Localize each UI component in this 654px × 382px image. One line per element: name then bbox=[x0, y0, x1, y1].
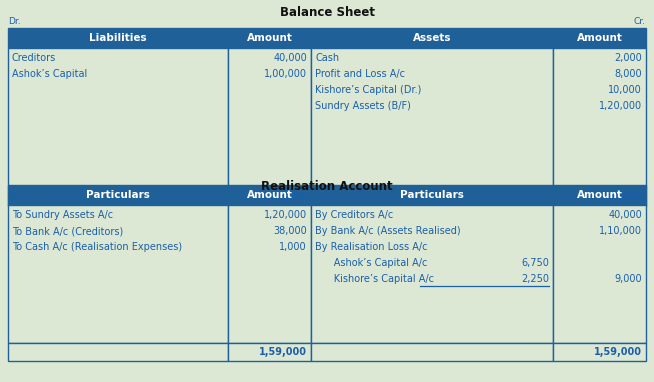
Text: Amount: Amount bbox=[577, 33, 623, 43]
Bar bbox=[8, 205, 228, 343]
Text: Kishore’s Capital A/c: Kishore’s Capital A/c bbox=[315, 274, 434, 284]
Text: Amount: Amount bbox=[577, 190, 623, 200]
Bar bbox=[8, 28, 228, 48]
Text: Liabilities: Liabilities bbox=[89, 33, 147, 43]
Text: Particulars: Particulars bbox=[86, 190, 150, 200]
Bar bbox=[228, 28, 311, 48]
Text: 1,40,000: 1,40,000 bbox=[259, 192, 307, 202]
Text: Creditors: Creditors bbox=[12, 53, 56, 63]
Text: Ashok’s Capital A/c: Ashok’s Capital A/c bbox=[315, 258, 428, 268]
Text: 1,000: 1,000 bbox=[279, 242, 307, 252]
Text: 40,000: 40,000 bbox=[608, 210, 642, 220]
Text: To Bank A/c (Creditors): To Bank A/c (Creditors) bbox=[12, 226, 123, 236]
Text: By Bank A/c (Assets Realised): By Bank A/c (Assets Realised) bbox=[315, 226, 460, 236]
Text: Realisation Account: Realisation Account bbox=[261, 181, 393, 194]
Text: 1,40,000: 1,40,000 bbox=[594, 192, 642, 202]
Text: Balance Sheet: Balance Sheet bbox=[279, 5, 375, 18]
Text: Particulars: Particulars bbox=[400, 190, 464, 200]
Bar bbox=[8, 185, 228, 205]
Bar bbox=[553, 205, 646, 343]
Text: 10,000: 10,000 bbox=[608, 85, 642, 95]
Bar bbox=[228, 188, 311, 206]
Text: 1,20,000: 1,20,000 bbox=[264, 210, 307, 220]
Bar bbox=[311, 188, 553, 206]
Text: 38,000: 38,000 bbox=[273, 226, 307, 236]
Text: 6,750: 6,750 bbox=[522, 258, 549, 268]
Bar bbox=[311, 343, 553, 361]
Bar bbox=[311, 28, 553, 48]
Bar bbox=[311, 48, 553, 188]
Text: Amount: Amount bbox=[247, 190, 292, 200]
Text: Cr.: Cr. bbox=[634, 194, 646, 202]
Text: Assets: Assets bbox=[413, 33, 451, 43]
Text: 8,000: 8,000 bbox=[614, 69, 642, 79]
Bar bbox=[8, 188, 228, 206]
Bar bbox=[228, 343, 311, 361]
Bar bbox=[553, 188, 646, 206]
Text: 1,59,000: 1,59,000 bbox=[594, 347, 642, 357]
Bar bbox=[553, 185, 646, 205]
Text: 9,000: 9,000 bbox=[614, 274, 642, 284]
Text: 1,10,000: 1,10,000 bbox=[599, 226, 642, 236]
Bar bbox=[8, 343, 228, 361]
Text: 1,20,000: 1,20,000 bbox=[599, 101, 642, 111]
Text: 40,000: 40,000 bbox=[273, 53, 307, 63]
Text: Profit and Loss A/c: Profit and Loss A/c bbox=[315, 69, 405, 79]
Text: Cash: Cash bbox=[315, 53, 339, 63]
Text: Cr.: Cr. bbox=[634, 18, 646, 26]
Text: Amount: Amount bbox=[247, 33, 292, 43]
Text: 1,00,000: 1,00,000 bbox=[264, 69, 307, 79]
Text: By Creditors A/c: By Creditors A/c bbox=[315, 210, 393, 220]
Bar bbox=[228, 205, 311, 343]
Bar bbox=[8, 48, 228, 188]
Bar bbox=[311, 205, 553, 343]
Bar bbox=[553, 343, 646, 361]
Text: Sundry Assets (B/F): Sundry Assets (B/F) bbox=[315, 101, 411, 111]
Text: 2,250: 2,250 bbox=[521, 274, 549, 284]
Bar bbox=[553, 28, 646, 48]
Text: Dr.: Dr. bbox=[8, 18, 21, 26]
Text: 2,000: 2,000 bbox=[614, 53, 642, 63]
Bar bbox=[311, 185, 553, 205]
Bar bbox=[228, 48, 311, 188]
Text: Kishore’s Capital (Dr.): Kishore’s Capital (Dr.) bbox=[315, 85, 421, 95]
Text: By Realisation Loss A/c: By Realisation Loss A/c bbox=[315, 242, 428, 252]
Text: To Sundry Assets A/c: To Sundry Assets A/c bbox=[12, 210, 113, 220]
Text: Ashok’s Capital: Ashok’s Capital bbox=[12, 69, 87, 79]
Bar bbox=[228, 185, 311, 205]
Text: To Cash A/c (Realisation Expenses): To Cash A/c (Realisation Expenses) bbox=[12, 242, 182, 252]
Bar bbox=[553, 48, 646, 188]
Text: 1,59,000: 1,59,000 bbox=[259, 347, 307, 357]
Text: Dr.: Dr. bbox=[8, 194, 21, 202]
